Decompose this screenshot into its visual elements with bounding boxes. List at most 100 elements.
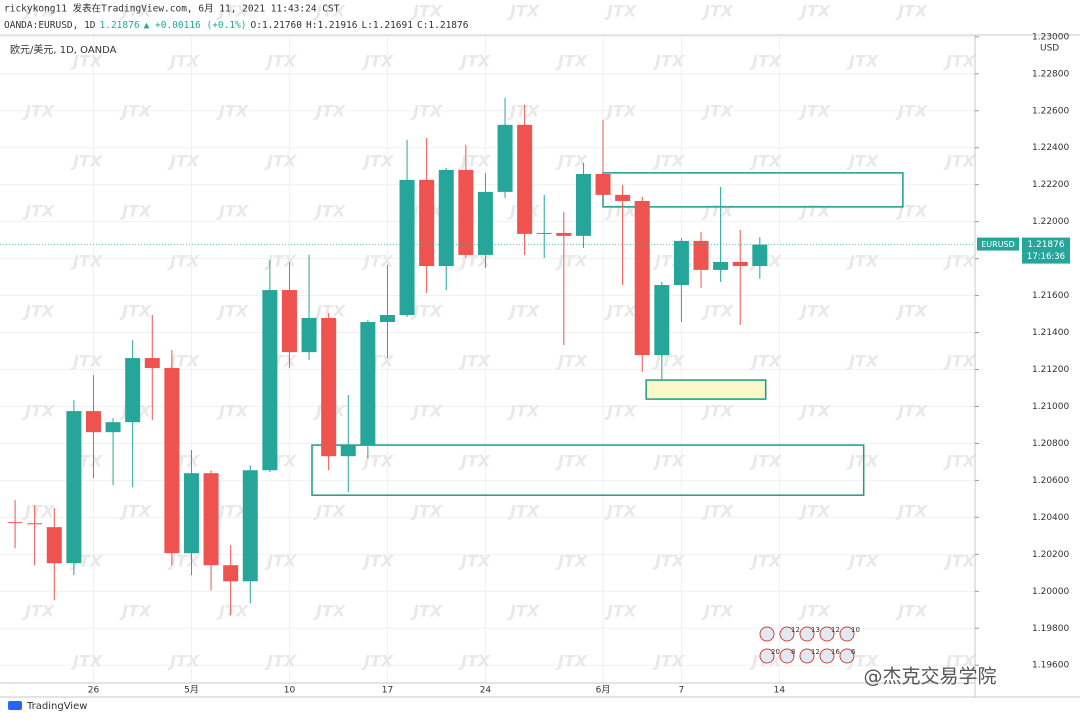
candle-body	[301, 317, 317, 353]
watermark-pattern: JTX	[458, 152, 491, 171]
candle-body	[458, 169, 474, 255]
candle-body	[223, 565, 239, 582]
x-tick-label: 10	[284, 686, 296, 696]
watermark-pattern: JTX	[264, 552, 297, 571]
watermark-pattern: JTX	[361, 52, 394, 71]
x-tick-label: 26	[88, 686, 100, 696]
y-tick-label: 1.20800	[1032, 439, 1069, 449]
watermark-pattern: JTX	[749, 52, 782, 71]
watermark-pattern: JTX	[313, 202, 346, 221]
symbol-tag-text: EURUSD	[981, 240, 1015, 249]
watermark-pattern: JTX	[361, 452, 394, 471]
event-icon	[759, 626, 775, 642]
y-tick-label: 1.22400	[1032, 143, 1069, 153]
legend: 欧元/美元, 1D, OANDA	[10, 43, 117, 56]
watermark-pattern: JTX	[604, 2, 637, 21]
watermark-pattern: JTX	[555, 152, 588, 171]
candle-body	[634, 200, 650, 356]
event-icon	[819, 626, 835, 642]
watermark-pattern: JTX	[70, 52, 103, 71]
watermark-pattern: JTX	[119, 202, 152, 221]
watermark-pattern: JTX	[264, 252, 297, 271]
candle-body	[752, 244, 768, 267]
watermark-pattern: JTX	[22, 202, 55, 221]
candle-body	[164, 368, 180, 554]
header: rickykong11 发表在TradingView.com, 6月 11, 2…	[4, 3, 340, 15]
watermark-pattern: JTX	[361, 152, 394, 171]
watermark-pattern: JTX	[798, 202, 831, 221]
candle-body	[46, 527, 62, 564]
event-icon	[779, 626, 795, 642]
watermark-pattern: JTX	[22, 2, 55, 21]
watermark-pattern: JTX	[895, 602, 928, 621]
watermark-pattern: JTX	[846, 452, 879, 471]
watermark-pattern: JTX	[895, 302, 928, 321]
watermark-pattern: JTX	[216, 502, 249, 521]
watermark-pattern: JTX	[604, 202, 637, 221]
watermark-pattern: JTX	[895, 102, 928, 121]
watermark-pattern: JTX	[458, 452, 491, 471]
watermark-pattern: JTX	[943, 452, 976, 471]
watermark-pattern: JTX	[846, 252, 879, 271]
x-tick-label: 24	[480, 686, 492, 696]
watermark-pattern: JTX	[507, 502, 540, 521]
watermark-pattern: JTX	[119, 102, 152, 121]
candle-body	[27, 523, 43, 525]
watermark-pattern: JTX	[701, 302, 734, 321]
watermark-pattern: JTX	[846, 352, 879, 371]
watermark-pattern: JTX	[313, 502, 346, 521]
watermark-pattern: JTX	[701, 202, 734, 221]
watermark-pattern: JTX	[119, 302, 152, 321]
watermark-pattern: JTX	[410, 602, 443, 621]
watermark-pattern: JTX	[167, 252, 200, 271]
y-tick-label: 1.21200	[1032, 365, 1069, 375]
candle-body	[144, 358, 160, 369]
watermark-pattern: JTX	[216, 2, 249, 21]
watermark-pattern: JTX	[555, 352, 588, 371]
plot	[0, 97, 975, 616]
quote-part: L:1.21691	[361, 20, 413, 31]
watermark-pattern: JTX	[119, 602, 152, 621]
x-tick-label: 5月	[184, 685, 199, 696]
watermark-pattern: JTX	[604, 602, 637, 621]
watermark-pattern: JTX	[70, 252, 103, 271]
candle-body	[262, 290, 278, 471]
watermark-pattern: JTX	[943, 352, 976, 371]
watermark-pattern: JTX	[798, 102, 831, 121]
watermark-pattern: JTX	[555, 252, 588, 271]
watermark-pattern: JTX	[22, 602, 55, 621]
watermark-pattern: JTX	[22, 302, 55, 321]
watermark-pattern: JTX	[167, 652, 200, 671]
candle-body	[575, 173, 591, 236]
watermark-pattern: JTX	[313, 2, 346, 21]
candle-body	[7, 522, 23, 524]
watermark-pattern: JTX	[507, 402, 540, 421]
watermark-pattern: JTX	[410, 2, 443, 21]
quote-part: O:1.21760	[251, 20, 303, 31]
candle-body	[497, 124, 513, 192]
watermark-pattern: JTX	[652, 652, 685, 671]
candle-body	[379, 314, 395, 323]
symbol-tag	[977, 237, 1019, 251]
event-count: 12	[811, 648, 820, 656]
watermark-pattern: JTX	[361, 552, 394, 571]
x-tick-label: 17	[382, 686, 393, 696]
watermark-pattern: JTX	[22, 502, 55, 521]
candle-body	[105, 422, 121, 433]
watermark-pattern: JTX	[555, 652, 588, 671]
price-tag-text: 1.21876	[1027, 240, 1064, 250]
watermark-pattern: JTX	[410, 402, 443, 421]
watermark-pattern: JTX	[264, 652, 297, 671]
event-icon	[839, 648, 855, 664]
candle-body	[713, 261, 729, 270]
candle-body	[654, 285, 670, 356]
x-tick-label: 6月	[596, 685, 611, 696]
candle-body	[66, 411, 82, 564]
event-icon	[839, 626, 855, 642]
event-count: 6	[851, 648, 856, 656]
watermark-pattern: JTX	[507, 302, 540, 321]
watermark-pattern: JTX	[652, 452, 685, 471]
watermark-pattern: JTX	[749, 452, 782, 471]
candle-body	[693, 240, 709, 270]
